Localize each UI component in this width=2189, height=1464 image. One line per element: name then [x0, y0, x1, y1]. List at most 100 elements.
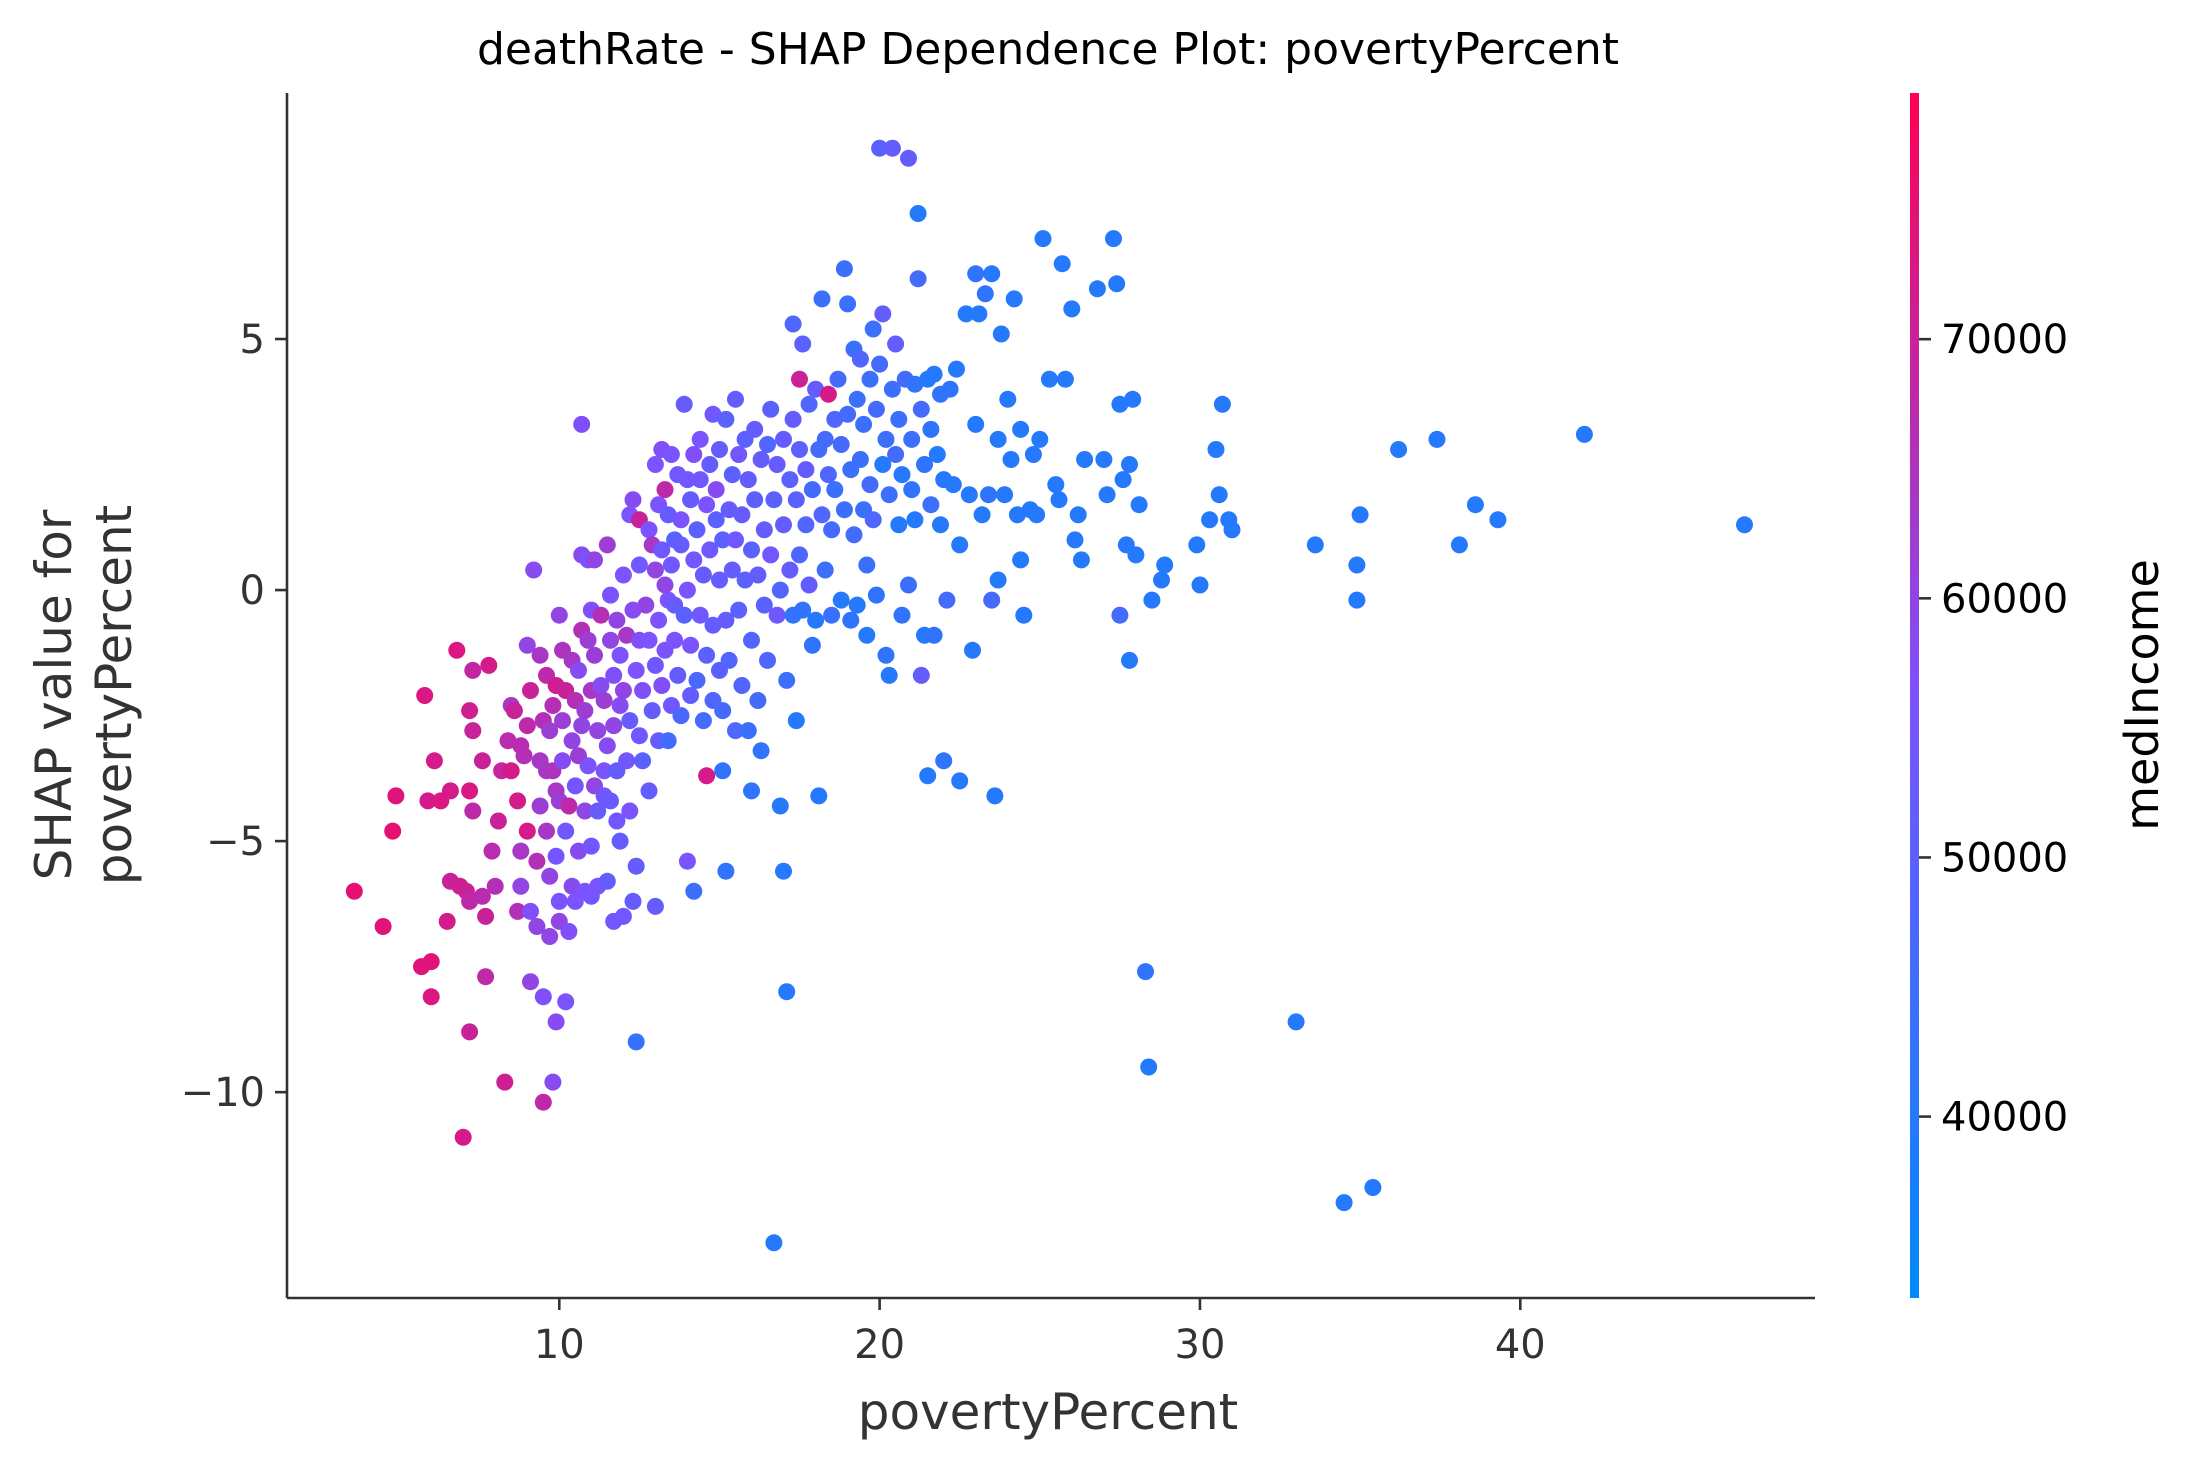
scatter-point — [928, 446, 946, 463]
scatter-point — [672, 536, 690, 554]
scatter-point — [739, 471, 757, 489]
scatter-point — [678, 581, 696, 599]
scatter-point — [541, 722, 559, 740]
scatter-point — [557, 822, 575, 840]
scatter-point — [848, 596, 866, 614]
scatter-point — [518, 636, 536, 654]
scatter-point — [345, 882, 363, 900]
colorbar-tick-label: 60000 — [1941, 576, 2068, 622]
scatter-point — [701, 541, 719, 559]
x-tick-label: 40 — [1495, 1322, 1546, 1368]
scatter-point — [714, 702, 732, 720]
scatter-point — [566, 777, 584, 795]
scatter-point — [730, 446, 748, 463]
scatter-point — [675, 395, 693, 413]
scatter-point — [560, 797, 578, 815]
scatter-point — [973, 506, 991, 524]
scatter-point — [560, 923, 578, 940]
scatter-point — [525, 561, 543, 579]
scatter-point — [845, 526, 863, 544]
scatter-point — [900, 149, 917, 167]
scatter-point — [851, 451, 869, 468]
scatter-point — [656, 576, 674, 594]
scatter-point — [720, 501, 738, 519]
scatter-point — [960, 486, 978, 504]
scatter-point — [944, 476, 962, 494]
scatter-point — [489, 812, 507, 830]
scatter-point — [887, 335, 905, 353]
scatter-point — [602, 586, 619, 604]
scatter-point — [1287, 1013, 1305, 1031]
scatter-point — [682, 687, 700, 704]
scatter-point — [675, 606, 693, 624]
scatter-point — [688, 521, 706, 539]
scatter-point — [522, 902, 539, 920]
scatter-point — [534, 988, 552, 1006]
colorbar-ticks: 70000 60000 50000 40000 — [1919, 317, 2068, 1141]
scatter-point — [864, 320, 882, 338]
scatter-point — [1108, 275, 1126, 293]
scatter-point — [592, 606, 610, 624]
scatter-point — [1028, 506, 1046, 524]
scatter-point — [531, 646, 549, 664]
scatter-point — [1348, 556, 1366, 574]
scatter-point — [957, 305, 975, 323]
scatter-point — [765, 491, 783, 509]
scatter-point — [765, 1234, 783, 1252]
scatter-point — [1188, 536, 1206, 554]
scatter-point — [733, 677, 751, 694]
scatter-point — [835, 260, 853, 278]
y-axis-label-line1: SHAP value for — [25, 509, 83, 880]
scatter-point — [618, 626, 636, 644]
scatter-point — [759, 436, 776, 453]
scatter-point — [1072, 551, 1090, 569]
scatter-point — [605, 717, 623, 735]
scatter-point — [714, 531, 732, 549]
scatter-point — [576, 802, 594, 820]
scatter-point — [759, 651, 776, 669]
scatter-point — [912, 400, 930, 418]
scatter-point — [903, 481, 921, 499]
scatter-point — [672, 707, 690, 725]
scatter-point — [694, 566, 712, 584]
scatter-point — [1191, 576, 1209, 594]
colorbar-label: medIncome — [2115, 559, 2169, 831]
scatter-point — [794, 601, 812, 619]
scatter-point — [669, 666, 687, 684]
scatter-point — [826, 481, 844, 499]
scatter-point — [999, 390, 1017, 408]
scatter-point — [762, 400, 780, 418]
y-axis-label-line2: povertyPercent — [85, 505, 143, 886]
scatter-point — [970, 305, 988, 323]
scatter-point — [656, 481, 674, 499]
scatter-point — [800, 395, 818, 413]
scatter-point — [701, 456, 719, 473]
scatter-point — [992, 325, 1010, 343]
scatter-point — [746, 420, 764, 438]
scatter-point — [775, 862, 792, 880]
scatter-point — [707, 481, 725, 499]
x-tick-label: 10 — [534, 1322, 585, 1368]
scatter-point — [550, 892, 568, 910]
scatter-point — [646, 456, 664, 473]
scatter-point — [887, 446, 905, 463]
scatter-point — [967, 415, 985, 433]
scatter-point — [826, 410, 844, 428]
scatter-point — [1008, 506, 1026, 524]
scatter-point — [967, 265, 985, 283]
scatter-point — [547, 847, 565, 865]
scatter-point — [832, 591, 850, 609]
y-axis-ticks: 5 0 −5 −10 — [181, 317, 287, 1116]
scatter-point — [871, 355, 889, 373]
scatter-point — [925, 365, 943, 383]
scatter-point — [672, 511, 690, 529]
scatter-point — [646, 656, 664, 674]
scatter-point — [1143, 591, 1161, 609]
scatter-point — [909, 205, 927, 222]
x-axis-label: povertyPercent — [858, 1383, 1239, 1441]
scatter-point — [749, 566, 767, 584]
scatter-point — [989, 571, 1007, 589]
scatter-point — [906, 511, 924, 529]
scatter-point — [598, 737, 616, 755]
scatter-point — [473, 887, 491, 905]
